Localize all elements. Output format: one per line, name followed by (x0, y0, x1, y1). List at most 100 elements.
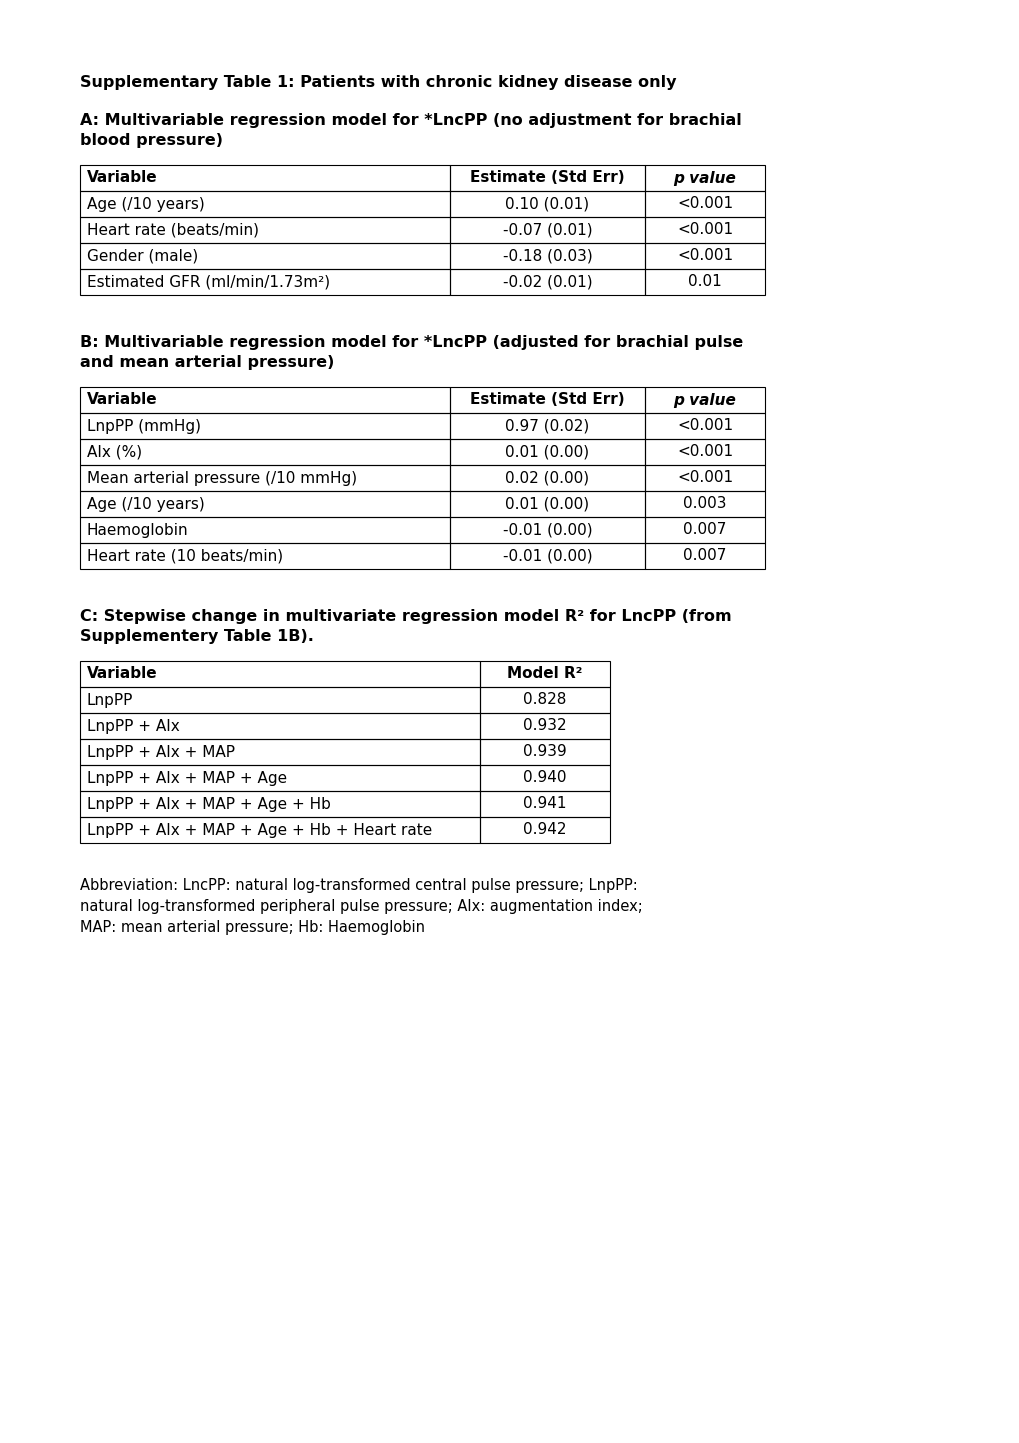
Bar (644, 491, 764, 517)
Text: Estimate (Std Err): Estimate (Std Err) (470, 392, 625, 407)
Bar (79, 791, 480, 817)
Text: Age (/10 years): Age (/10 years) (87, 196, 205, 212)
Bar (480, 661, 609, 687)
Bar (449, 439, 644, 465)
Text: 0.02 (0.00): 0.02 (0.00) (505, 470, 589, 485)
Text: 0.003: 0.003 (683, 496, 726, 511)
Text: -0.18 (0.03): -0.18 (0.03) (502, 248, 592, 264)
Text: Estimated GFR (ml/min/1.73m²): Estimated GFR (ml/min/1.73m²) (87, 274, 330, 290)
Bar (79, 465, 449, 491)
Text: Variable: Variable (87, 170, 158, 186)
Bar (644, 517, 764, 543)
Text: Mean arterial pressure (/10 mmHg): Mean arterial pressure (/10 mmHg) (87, 470, 357, 485)
Text: 0.01: 0.01 (688, 274, 721, 290)
Bar (79, 413, 449, 439)
Bar (644, 439, 764, 465)
Bar (79, 387, 449, 413)
Bar (480, 791, 609, 817)
Text: 0.01 (0.00): 0.01 (0.00) (505, 444, 589, 459)
Text: 0.007: 0.007 (683, 522, 726, 537)
Bar (79, 491, 449, 517)
Text: 0.01 (0.00): 0.01 (0.00) (505, 496, 589, 511)
Text: LnpPP: LnpPP (87, 693, 133, 707)
Bar (79, 817, 480, 843)
Text: AIx (%): AIx (%) (87, 444, 142, 459)
Bar (79, 739, 480, 765)
Text: 0.939: 0.939 (523, 745, 567, 759)
Bar (79, 713, 480, 739)
Bar (644, 190, 764, 216)
Text: 0.97 (0.02): 0.97 (0.02) (504, 418, 589, 433)
Bar (79, 543, 449, 569)
Bar (79, 216, 449, 242)
Text: LnpPP + AIx + MAP + Age: LnpPP + AIx + MAP + Age (87, 771, 286, 785)
Bar (480, 739, 609, 765)
Text: Model R²: Model R² (506, 667, 582, 681)
Bar (644, 165, 764, 190)
Text: A: Multivariable regression model for *LncPP (no adjustment for brachial
blood p: A: Multivariable regression model for *L… (79, 113, 741, 147)
Text: 0.10 (0.01): 0.10 (0.01) (505, 196, 589, 212)
Text: LnpPP (mmHg): LnpPP (mmHg) (87, 418, 201, 433)
Bar (480, 817, 609, 843)
Text: Estimate (Std Err): Estimate (Std Err) (470, 170, 625, 186)
Text: Haemoglobin: Haemoglobin (87, 522, 189, 537)
Text: p value: p value (673, 392, 736, 407)
Bar (480, 713, 609, 739)
Bar (79, 765, 480, 791)
Bar (79, 517, 449, 543)
Text: p value: p value (673, 170, 736, 186)
Text: LnpPP + AIx: LnpPP + AIx (87, 719, 179, 733)
Bar (79, 661, 480, 687)
Text: -0.07 (0.01): -0.07 (0.01) (502, 222, 592, 238)
Text: <0.001: <0.001 (677, 444, 733, 459)
Text: Heart rate (beats/min): Heart rate (beats/min) (87, 222, 259, 238)
Bar (449, 165, 644, 190)
Bar (644, 465, 764, 491)
Bar (449, 517, 644, 543)
Text: -0.01 (0.00): -0.01 (0.00) (502, 522, 592, 537)
Text: LnpPP + AIx + MAP + Age + Hb: LnpPP + AIx + MAP + Age + Hb (87, 797, 330, 811)
Text: Age (/10 years): Age (/10 years) (87, 496, 205, 511)
Bar (449, 190, 644, 216)
Bar (79, 190, 449, 216)
Text: <0.001: <0.001 (677, 418, 733, 433)
Bar (449, 216, 644, 242)
Bar (79, 242, 449, 268)
Text: B: Multivariable regression model for *LncPP (adjusted for brachial pulse
and me: B: Multivariable regression model for *L… (79, 335, 743, 369)
Bar (449, 387, 644, 413)
Bar (79, 268, 449, 294)
Bar (79, 687, 480, 713)
Text: 0.942: 0.942 (523, 823, 567, 837)
Text: <0.001: <0.001 (677, 470, 733, 485)
Text: 0.941: 0.941 (523, 797, 567, 811)
Bar (644, 242, 764, 268)
Bar (449, 491, 644, 517)
Text: 0.828: 0.828 (523, 693, 567, 707)
Bar (79, 165, 449, 190)
Text: <0.001: <0.001 (677, 222, 733, 238)
Text: Heart rate (10 beats/min): Heart rate (10 beats/min) (87, 548, 283, 564)
Bar (644, 413, 764, 439)
Bar (449, 268, 644, 294)
Bar (644, 216, 764, 242)
Text: 0.940: 0.940 (523, 771, 567, 785)
Text: -0.01 (0.00): -0.01 (0.00) (502, 548, 592, 564)
Text: Variable: Variable (87, 667, 158, 681)
Bar (449, 465, 644, 491)
Bar (449, 543, 644, 569)
Text: -0.02 (0.01): -0.02 (0.01) (502, 274, 592, 290)
Text: LnpPP + AIx + MAP: LnpPP + AIx + MAP (87, 745, 234, 759)
Bar (480, 687, 609, 713)
Bar (644, 387, 764, 413)
Text: 0.007: 0.007 (683, 548, 726, 564)
Bar (449, 413, 644, 439)
Text: Supplementary Table 1: Patients with chronic kidney disease only: Supplementary Table 1: Patients with chr… (79, 75, 676, 89)
Text: Abbreviation: LncPP: natural log-transformed central pulse pressure; LnpPP:
natu: Abbreviation: LncPP: natural log-transfo… (79, 877, 642, 935)
Bar (79, 439, 449, 465)
Bar (480, 765, 609, 791)
Bar (449, 242, 644, 268)
Text: LnpPP + AIx + MAP + Age + Hb + Heart rate: LnpPP + AIx + MAP + Age + Hb + Heart rat… (87, 823, 432, 837)
Text: Gender (male): Gender (male) (87, 248, 198, 264)
Text: C: Stepwise change in multivariate regression model R² for LncPP (from
Supplemen: C: Stepwise change in multivariate regre… (79, 609, 731, 644)
Text: Variable: Variable (87, 392, 158, 407)
